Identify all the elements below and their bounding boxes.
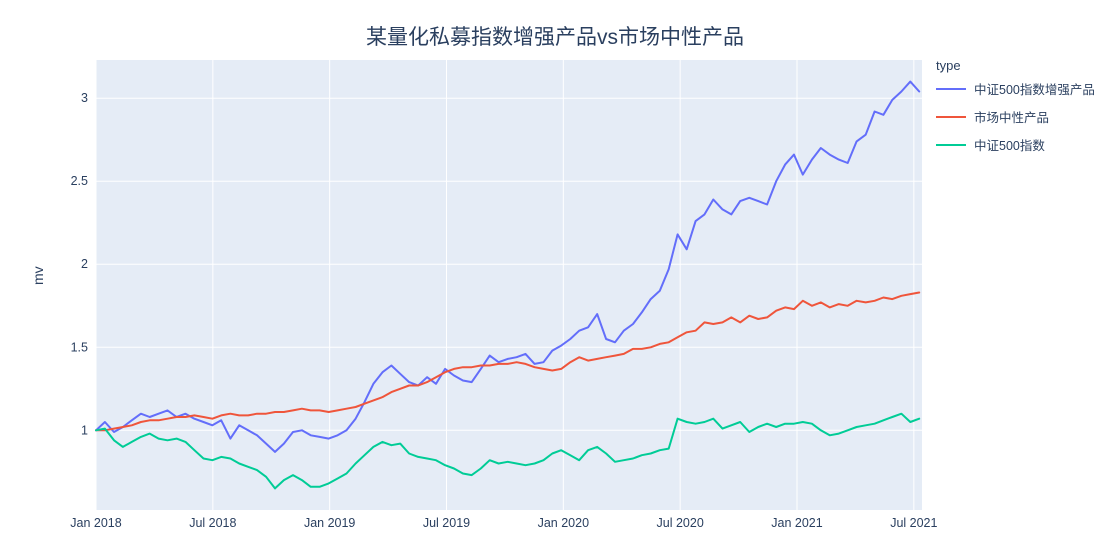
legend-item-1[interactable]: 市场中性产品 [936,107,1110,126]
x-tick-label: Jan 2018 [70,516,121,530]
x-tick-label: Jul 2021 [890,516,937,530]
x-tick-label: Jan 2020 [538,516,589,530]
legend-item-label: 市场中性产品 [974,111,1050,125]
legend-item-2[interactable]: 中证500指数 [936,135,1110,154]
x-tick-label: Jul 2019 [423,516,470,530]
legend-item-label: 中证500指数增强产品 [974,83,1095,97]
legend-swatch-icon [936,143,966,146]
series-line-1 [95,291,921,432]
legend-item-0[interactable]: 中证500指数增强产品 [936,79,1110,98]
legend-items: 中证500指数增强产品 市场中性产品 中证500指数 [936,79,1110,154]
legend-swatch-icon [936,115,966,118]
legend-swatch-icon [936,87,966,90]
x-tick-label: Jul 2018 [189,516,236,530]
y-tick-label: 3 [81,91,88,105]
y-tick-label: 1.5 [71,340,88,354]
y-tick-label: 1 [81,423,88,437]
legend-title: type [936,58,961,73]
legend: type 中证500指数增强产品 市场中性产品 中证500指数 [936,58,1110,163]
plot-background [96,60,922,510]
y-tick-label: 2.5 [71,174,88,188]
x-tick-label: Jan 2021 [771,516,822,530]
legend-item-label: 中证500指数 [974,139,1045,153]
x-tick-label: Jul 2020 [657,516,704,530]
x-tick-label: Jan 2019 [304,516,355,530]
chart-title: 某量化私募指数增强产品vs市场中性产品 [366,26,744,49]
series-line-0 [95,80,921,453]
series-line-2 [95,412,921,490]
y-tick-label: 2 [81,257,88,271]
